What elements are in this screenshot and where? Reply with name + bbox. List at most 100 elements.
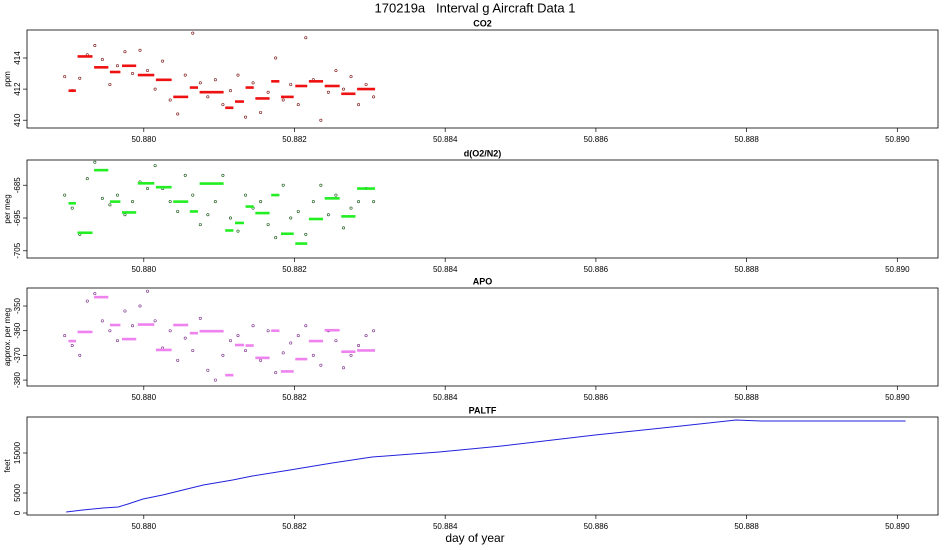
y-tick-label: 5000 [13, 484, 22, 502]
data-point [372, 95, 376, 99]
data-point [372, 200, 376, 204]
data-point [326, 90, 330, 94]
data-point [341, 226, 345, 230]
data-point [334, 339, 338, 343]
y-tick-label: 410 [13, 113, 22, 127]
data-point [191, 348, 195, 352]
plot-frame [26, 159, 939, 259]
y-axis-label: feet [3, 459, 12, 473]
y-tick-label: -685 [13, 177, 22, 194]
data-point [78, 76, 82, 80]
data-point [108, 82, 112, 86]
x-tick-label: 50.888 [734, 265, 759, 274]
data-point [183, 336, 187, 340]
data-point [130, 324, 134, 328]
data-point [161, 59, 165, 63]
data-point [70, 344, 74, 348]
data-point [100, 196, 104, 200]
data-point [296, 209, 300, 213]
data-point [78, 353, 82, 357]
x-tick-label: 50.880 [132, 265, 157, 274]
y-tick-label: -695 [13, 209, 22, 226]
x-tick-label: 50.880 [132, 522, 157, 531]
y-tick-label: 414 [13, 51, 22, 65]
data-point [70, 206, 74, 210]
data-point [123, 309, 127, 313]
data-point [93, 160, 97, 164]
data-point [289, 216, 293, 220]
x-tick-label: 50.884 [433, 393, 458, 402]
data-point [326, 213, 330, 217]
data-point [244, 193, 248, 197]
data-point [198, 81, 202, 85]
data-point [236, 229, 240, 233]
data-point [153, 164, 157, 168]
x-tick-label: 50.884 [433, 135, 458, 144]
panel-title: PALTF [469, 405, 497, 415]
y-axis-label: ppm [3, 71, 12, 87]
data-point [85, 177, 89, 181]
y-tick-label: -370 [13, 347, 22, 364]
data-point [130, 200, 134, 204]
y-axis-label: approx. per meg [3, 308, 12, 366]
panel-title: APO [473, 276, 493, 286]
data-point [191, 31, 195, 35]
data-point [281, 351, 285, 355]
data-point [176, 209, 180, 213]
data-point [176, 358, 180, 362]
data-point [311, 353, 315, 357]
data-point [357, 200, 361, 204]
data-point [372, 329, 376, 333]
data-point [349, 75, 353, 79]
y-tick-label: -705 [13, 242, 22, 259]
data-point [206, 368, 210, 372]
data-point [349, 206, 353, 210]
data-point [213, 78, 217, 82]
data-point [334, 193, 338, 197]
data-point [146, 289, 150, 293]
data-point [228, 89, 232, 93]
data-point [357, 344, 361, 348]
panel-title: d(O2/N2) [464, 148, 502, 158]
data-point [115, 339, 119, 343]
data-point [146, 68, 150, 72]
y-tick-label: -380 [13, 372, 22, 389]
data-point [364, 82, 368, 86]
data-point [304, 36, 308, 40]
data-point [296, 103, 300, 107]
data-point [198, 223, 202, 227]
x-tick-label: 50.884 [433, 265, 458, 274]
x-tick-label: 50.890 [885, 522, 910, 531]
data-point [311, 200, 315, 204]
data-point [304, 324, 308, 328]
y-tick-label: -360 [13, 322, 22, 339]
data-point [183, 173, 187, 177]
data-point [213, 200, 217, 204]
x-tick-label: 50.886 [584, 522, 609, 531]
data-point [206, 95, 210, 99]
data-point [221, 353, 225, 357]
x-axis-label: day of year [445, 531, 504, 545]
data-point [138, 304, 142, 308]
data-point [115, 193, 119, 197]
data-point [221, 103, 225, 107]
data-point [259, 200, 263, 204]
x-tick-label: 50.882 [282, 393, 307, 402]
data-point [274, 56, 278, 60]
data-point [244, 115, 248, 119]
data-point [251, 81, 255, 85]
data-point [123, 50, 127, 54]
data-point [251, 324, 255, 328]
data-point [319, 118, 323, 122]
x-tick-label: 50.886 [584, 393, 609, 402]
x-tick-label: 50.886 [584, 135, 609, 144]
panel-title: CO2 [473, 18, 492, 28]
data-point [259, 110, 263, 114]
data-point [289, 341, 293, 345]
data-point [100, 58, 104, 62]
data-point [341, 87, 345, 91]
y-tick-label: 412 [13, 82, 22, 96]
panel: APO approx. per meg-380 -370 -360 -350 50.880… [3, 276, 939, 402]
